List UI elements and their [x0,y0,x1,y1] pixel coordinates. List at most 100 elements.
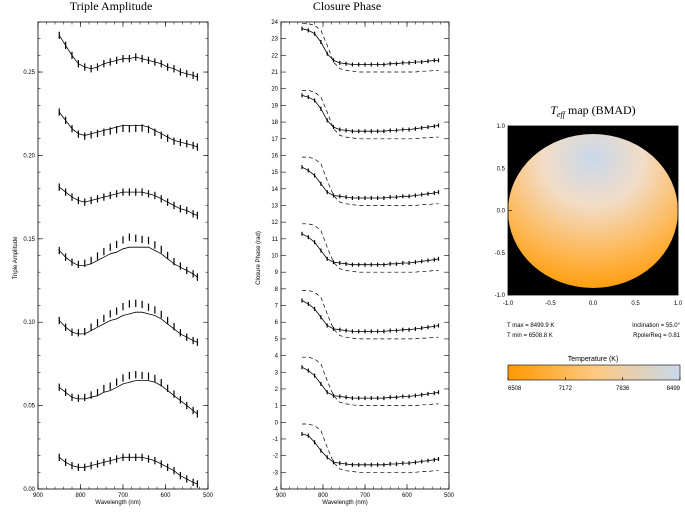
triple-model-line-5 [59,311,198,343]
closure-ytick-label: 8 [275,287,279,293]
closure-model-line-6 [301,366,439,399]
triple-plot-area: 900 800 700 600 500 0.00 0.05 0.10 0.15 0.20 0.25 [23,21,214,499]
closure-frame [280,21,450,490]
closure-ytick-label: 1 [275,404,279,410]
closure-dashed-line-6 [302,356,439,406]
closure-ytick-label: 7 [275,304,279,310]
closure-xtick-label: 500 [444,493,455,499]
colorbar-tick-label: 6508 [508,386,522,392]
colorbar-title: Temperature (K) [568,356,619,363]
triple-ytick-label: 0.05 [23,404,35,410]
closure-dashed-line-3 [302,156,439,206]
closure-dashed-line-1 [302,23,439,73]
closure-ytick-label: 23 [271,37,278,43]
triple-xtick-label: 700 [118,493,129,499]
closure-dashed-line-2 [302,90,439,140]
triple-model-line-6 [59,380,198,415]
triple-model-line-1 [58,35,198,78]
closure-model-line-3 [301,166,439,199]
map-xtick-label: -0.5 [545,301,556,307]
map-inclination: Inclination = 55.0° [632,323,681,329]
closure-xtick-label: 600 [402,493,413,499]
map-xtick-label: -1.0 [503,301,514,307]
closure-ytick-label: -1 [273,437,279,443]
map-ytick-label: -1.0 [495,293,506,299]
map-title-suffix: map (BMAD) [565,103,636,117]
closure-ytick-label: 11 [272,237,279,243]
map-xtick-label: 1.0 [674,301,683,307]
closure-phase-panel: Closure Phase 900 800 700 600 500-4-3-2-1012… [256,0,455,506]
triple-ylabel: Triple Amplitude [13,236,19,279]
map-ytick-label: 0.0 [497,209,506,215]
closure-ytick-label: 19 [271,103,278,109]
closure-xlabel: Wavelength (nm) [322,500,367,506]
triple-xtick-label: 800 [75,493,86,499]
colorbar [507,364,681,381]
closure-ylabel: Closure Phase (rad) [256,231,262,285]
triple-model-line-7 [59,456,198,485]
map-tmin: T min = 6508.8 K [507,333,553,339]
map-ytick-label: -0.5 [495,251,506,257]
triple-ytick-label: 0.20 [23,153,35,159]
closure-ytick-label: 10 [271,254,278,260]
closure-dashed-line-5 [302,290,439,340]
triple-ytick-label: 0.00 [23,487,35,493]
map-rpole: Rpole/Req = 0.81 [633,333,681,339]
closure-ytick-label: 24 [271,20,278,26]
map-xtick-label: 0.0 [589,301,598,307]
closure-dashed-line-4 [302,223,439,273]
closure-xtick-label: 700 [360,493,371,499]
closure-model-line-4 [301,233,439,266]
closure-ytick-label: 13 [271,203,278,209]
closure-ytick-label: -3 [273,470,279,476]
triple-xtick-label: 500 [203,493,214,499]
colorbar-tick-label: 8499 [667,386,681,392]
closure-ytick-label: 3 [275,370,279,376]
closure-ytick-label: 5 [275,337,279,343]
closure-ytick-label: 9 [275,270,279,276]
closure-ytick-label: 22 [271,53,278,59]
closure-ytick-label: 12 [271,220,278,226]
triple-xlabel: Wavelength (nm) [95,500,140,506]
colorbar-tick-label: 7172 [559,386,573,392]
closure-ytick-label: 4 [275,354,279,360]
closure-model-line-5 [301,300,439,332]
map-axes: -1.0 -0.5 0.0 0.5 1.0 1.0 0.5 0.0 -0.5 -1.0 [495,124,683,307]
closure-ytick-label: 17 [271,137,278,143]
teff-map-panel: Teff map (BMAD) -1.0 -0.5 0.0 0.5 1.0 1.0 0.5 0… [495,103,683,392]
map-ytick-label: 1.0 [497,124,506,130]
closure-plot-area: 900 800 700 600 500-4-3-2-101234567891011121… [271,20,454,499]
triple-model-line-3 [59,186,198,216]
triple-model-line-2 [58,111,198,148]
star-disk [508,134,678,288]
closure-ytick-label: 6 [275,320,279,326]
closure-ytick-label: 0 [275,420,279,426]
closure-xtick-label: 800 [318,493,329,499]
closure-dashed-line-7 [302,423,439,473]
triple-ytick-label: 0.10 [23,320,35,326]
triple-ytick-label: 0.15 [23,237,35,243]
closure-ytick-label: 2 [275,387,279,393]
closure-ytick-label: -2 [273,454,279,460]
triple-xtick-label: 900 [33,493,44,499]
triple-amplitude-panel: Triple Amplitude 900 800 700 600 500 0.00 0.05… [13,0,214,506]
triple-ytick-label: 0.25 [23,70,35,76]
closure-ytick-label: 15 [271,170,278,176]
closure-title: Closure Phase [313,0,381,13]
colorbar-tick-label: 7836 [616,386,630,392]
closure-model-line-7 [301,433,439,466]
map-title-t: T [550,103,558,117]
closure-ytick-label: 16 [271,153,278,159]
closure-ytick-label: 14 [271,187,278,193]
closure-ytick-label: 18 [271,120,278,126]
triple-title: Triple Amplitude [70,0,153,13]
map-title-sub: eff [557,110,567,119]
colorbar-ticks: 6508 7172 7836 8499 [507,377,681,392]
closure-ytick-label: 20 [271,87,278,93]
map-ytick-label: 0.5 [497,166,506,172]
map-tmax: T max = 8499.9 K [507,323,554,329]
triple-xtick-label: 600 [160,493,171,499]
closure-ytick-label: 21 [271,70,278,76]
triple-model-line-4 [59,246,198,278]
